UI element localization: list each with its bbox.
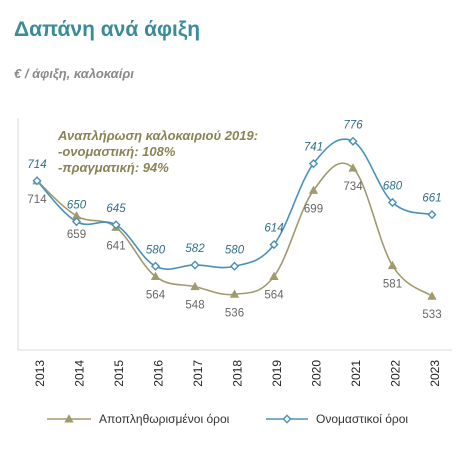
- real-terms-data-label-2017: 548: [185, 300, 204, 312]
- real-terms-data-label-2015: 641: [106, 240, 125, 252]
- real-terms-marker-2020: [308, 185, 319, 194]
- real-terms-marker-2017: [190, 281, 200, 291]
- nominal-terms-marker-2023: [427, 210, 437, 220]
- nominal-terms-marker-2014: [71, 217, 82, 227]
- nominal-terms-data-label-2017: 582: [185, 243, 205, 255]
- nominal-terms-marker-2013: [32, 176, 42, 186]
- real-terms-data-label-2013: 714: [27, 194, 47, 206]
- real-terms-data-label-2023: 533: [422, 309, 441, 321]
- recovery-annotation: Αναπλήρωση καλοκαιριού 2019: -ονομαστική…: [58, 128, 258, 176]
- real-terms-data-label-2016: 564: [146, 289, 166, 301]
- legend-nominal-marker: [282, 414, 292, 424]
- real-terms-data-label-2018: 536: [225, 307, 244, 319]
- real-terms-data-label-2019: 564: [264, 289, 284, 301]
- x-tick-label-2022: 2022: [389, 360, 403, 387]
- x-tick-label-2013: 2013: [33, 360, 47, 387]
- real-terms-data-label-2014: 659: [67, 229, 86, 241]
- annotation-line-1: Αναπλήρωση καλοκαιριού 2019:: [58, 128, 259, 143]
- nominal-terms-marker-2016: [150, 261, 161, 271]
- x-tick-label-2015: 2015: [112, 360, 126, 387]
- real-terms-marker-2019: [269, 271, 279, 280]
- nominal-terms-marker-2015: [111, 220, 121, 230]
- annotation-line-3: -πραγματική: 94%: [58, 160, 169, 175]
- nominal-terms-marker-2018: [229, 261, 240, 271]
- nominal-terms-data-label-2014: 650: [67, 200, 87, 212]
- x-tick-label-2017: 2017: [191, 360, 205, 387]
- real-terms-marker-2018: [229, 289, 240, 298]
- nominal-terms-data-label-2019: 614: [264, 223, 283, 235]
- legend-real-marker: [64, 414, 74, 423]
- real-terms-data-label-2020: 699: [304, 203, 323, 215]
- real-terms-series-line: [36, 162, 433, 297]
- x-tick-label-2016: 2016: [152, 360, 166, 387]
- nominal-terms-marker-2022: [387, 197, 398, 208]
- nominal-terms-data-label-2016: 580: [146, 244, 166, 256]
- real-terms-marker-2016: [150, 271, 161, 280]
- real-terms-marker-2022: [387, 260, 398, 270]
- real-terms-marker-2021: [348, 163, 358, 172]
- nominal-terms-data-label-2015: 645: [106, 203, 126, 215]
- x-tick-label-2020: 2020: [310, 360, 324, 387]
- x-tick-label-2018: 2018: [231, 360, 245, 387]
- nominal-terms-data-label-2018: 580: [225, 244, 245, 256]
- nominal-terms-marker-2017: [190, 260, 200, 270]
- nominal-terms-data-label-2013: 714: [27, 159, 46, 171]
- x-tick-label-2014: 2014: [73, 360, 87, 387]
- real-terms-marker-2023: [427, 291, 437, 300]
- x-tick-label-2019: 2019: [270, 360, 284, 387]
- legend-real-label: Αποπληθωρισμένοι όροι: [99, 412, 230, 426]
- nominal-terms-marker-2021: [348, 136, 358, 146]
- nominal-terms-marker-2019: [269, 239, 279, 250]
- legend: Αποπληθωρισμένοι όροι Ονομαστικοί όροι: [47, 412, 408, 426]
- nominal-terms-data-label-2020: 741: [304, 142, 323, 154]
- x-tick-label-2023: 2023: [428, 360, 442, 387]
- nominal-terms-data-label-2023: 661: [422, 193, 441, 205]
- chart-subtitle: € / άφιξη, καλοκαίρι: [14, 66, 134, 81]
- series-layer: 714 659 641 564 548 536 564 699 734 581 533 714 650 6…: [27, 119, 441, 321]
- x-axis-ticks: 2013 2014 2015 2016 2017 2018 2019 2020 2021 2022…: [33, 360, 442, 387]
- legend-nominal-label: Ονομαστικοί όροι: [316, 412, 408, 426]
- annotation-line-2: -ονομαστική: 108%: [58, 144, 176, 159]
- x-tick-label-2021: 2021: [349, 360, 363, 387]
- real-terms-data-label-2021: 734: [343, 181, 363, 193]
- nominal-terms-data-label-2021: 776: [343, 119, 363, 131]
- chart-title: Δαπάνη ανά άφιξη: [14, 18, 201, 41]
- real-terms-data-label-2022: 581: [383, 279, 402, 291]
- nominal-terms-data-label-2022: 680: [383, 181, 403, 193]
- nominal-terms-marker-2020: [308, 159, 319, 169]
